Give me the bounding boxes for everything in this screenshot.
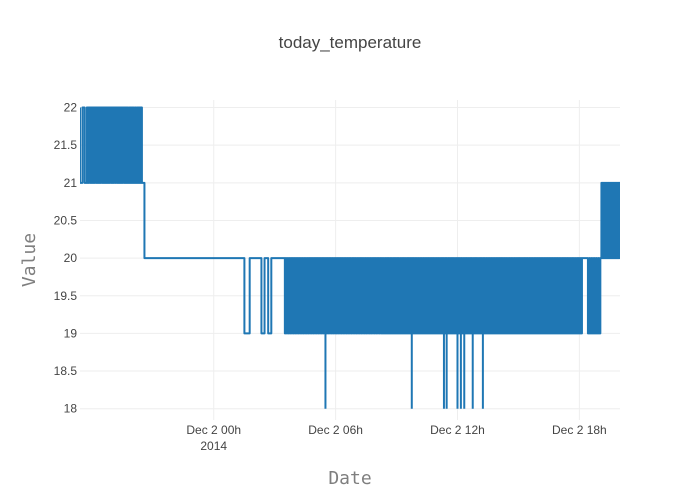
x-tick-label: Dec 2 18h: [552, 423, 607, 437]
x-tick-label: Dec 2 00h: [186, 423, 241, 437]
y-tick-label: 21.5: [54, 138, 78, 152]
x-tick-label: Dec 2 06h: [308, 423, 363, 437]
y-axis-title: Value: [19, 233, 40, 287]
y-tick-label: 20: [64, 251, 78, 265]
y-tick-label: 22: [64, 101, 78, 115]
x-tick-sublabel: 2014: [200, 439, 227, 453]
series-group: [80, 106, 620, 409]
x-axis-ticks: Dec 2 00h 2014 Dec 2 06h Dec 2 12h Dec 2 18h: [186, 423, 606, 453]
y-tick-label: 21: [64, 176, 78, 190]
x-axis-title: Date: [328, 468, 371, 489]
y-tick-label: 18.5: [54, 364, 78, 378]
x-tick-label: Dec 2 12h: [430, 423, 485, 437]
y-tick-label: 20.5: [54, 213, 78, 227]
y-tick-label: 18: [64, 402, 78, 416]
y-tick-label: 19: [64, 326, 78, 340]
series-line: [80, 106, 620, 335]
y-tick-label: 19.5: [54, 289, 78, 303]
chart-title: today_temperature: [278, 33, 422, 52]
y-axis-ticks: 22 21.5 21 20.5 20 19.5 19 18.5 18: [54, 101, 78, 416]
